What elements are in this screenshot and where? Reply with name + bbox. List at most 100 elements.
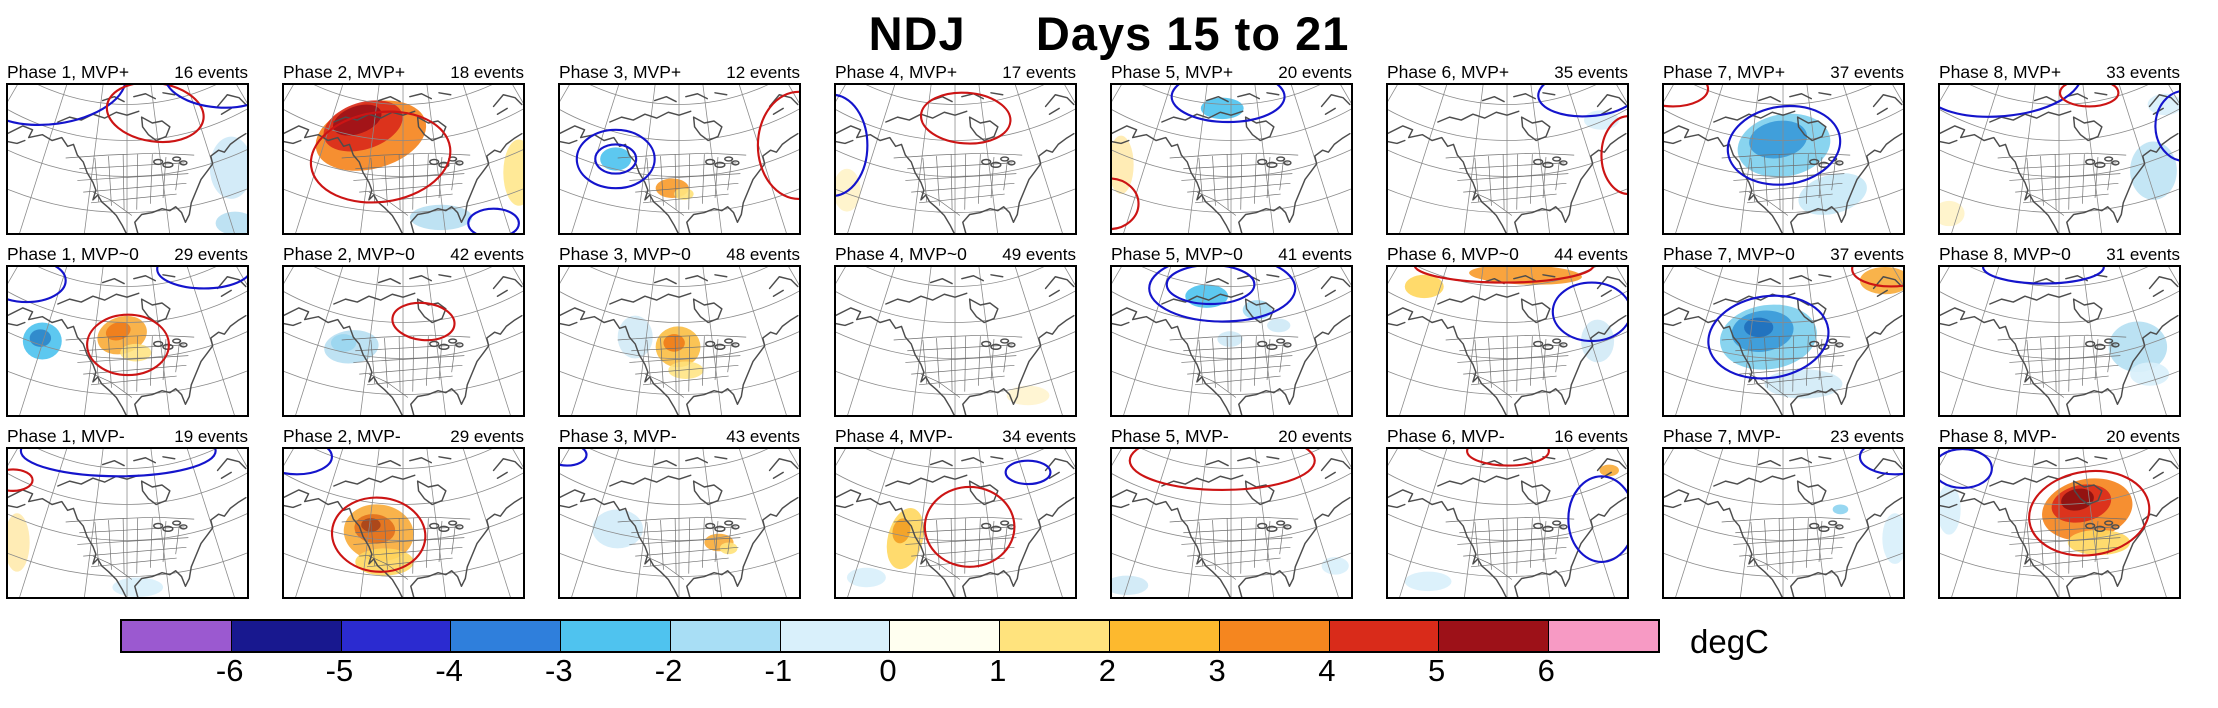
- composite-anomaly-map: [1662, 265, 1905, 417]
- temperature-shading: [1737, 113, 1867, 215]
- temperature-shading: [1583, 110, 1619, 130]
- panel-events-count: 20 events: [2106, 427, 2180, 446]
- colorbar-tick-label: 5: [1427, 653, 1446, 688]
- colorbar-cell: [1438, 621, 1549, 651]
- colorbar-cell: [1218, 621, 1329, 651]
- anomaly-contours: [1112, 85, 1286, 231]
- panel-label: Phase 7, MVP~0: [1663, 244, 1795, 264]
- panel-label: Phase 2, MVP-: [283, 426, 401, 446]
- map-panel: Phase 3, MVP+ 12 events: [558, 62, 801, 235]
- composite-anomaly-map: [6, 447, 249, 599]
- composite-anomaly-map: [834, 447, 1077, 599]
- anomaly-contours: [391, 301, 456, 342]
- anomaly-contours: [1940, 85, 2179, 162]
- colorbar-tick-label: -6: [215, 653, 244, 688]
- panel-label: Phase 8, MVP+: [1939, 62, 2062, 82]
- composite-anomaly-map: [558, 447, 801, 599]
- anomaly-contours: [923, 459, 1052, 568]
- colorbar-tick-label: -2: [654, 653, 683, 688]
- panel-events-count: 43 events: [726, 427, 800, 446]
- anomaly-contours: [1940, 449, 2151, 557]
- map-panel: Phase 8, MVP~0 31 events: [1938, 244, 2181, 417]
- map-panel: Phase 1, MVP- 19 events: [6, 426, 249, 599]
- panel-header: Phase 3, MVP~0 48 events: [558, 244, 801, 265]
- panel-label: Phase 3, MVP~0: [559, 244, 691, 264]
- colorbar-cell: [560, 621, 670, 651]
- panel-header: Phase 5, MVP- 20 events: [1110, 426, 1353, 447]
- composite-anomaly-map: [6, 265, 249, 417]
- panel-events-count: 44 events: [1554, 245, 1628, 264]
- panel-label: Phase 3, MVP-: [559, 426, 677, 446]
- colorbar-tick-label: 0: [879, 653, 897, 688]
- composite-anomaly-map: [1386, 83, 1629, 235]
- panel-events-count: 37 events: [1830, 63, 1904, 82]
- panel-header: Phase 4, MVP- 34 events: [834, 426, 1077, 447]
- panel-events-count: 20 events: [1278, 63, 1352, 82]
- anomaly-contours: [1148, 267, 1297, 323]
- composite-anomaly-map: [1938, 265, 2181, 417]
- panel-header: Phase 2, MVP+ 18 events: [282, 62, 525, 83]
- panel-header: Phase 7, MVP~0 37 events: [1662, 244, 1905, 265]
- composite-anomaly-map: [282, 265, 525, 417]
- panel-header: Phase 6, MVP~0 44 events: [1386, 244, 1629, 265]
- anomaly-contours: [1537, 85, 1627, 196]
- panel-label: Phase 4, MVP~0: [835, 244, 967, 264]
- anomaly-contours: [1858, 449, 1903, 476]
- panel-header: Phase 7, MVP+ 37 events: [1662, 62, 1905, 83]
- panel-label: Phase 4, MVP+: [835, 62, 958, 82]
- panel-events-count: 42 events: [450, 245, 524, 264]
- panel-events-count: 20 events: [1278, 427, 1352, 446]
- temperature-shading: [1112, 97, 1244, 195]
- map-panel: Phase 7, MVP+ 37 events: [1662, 62, 1905, 235]
- temperature-shading: [1112, 557, 1349, 596]
- panel-events-count: 19 events: [174, 427, 248, 446]
- map-panel: Phase 3, MVP- 43 events: [558, 426, 801, 599]
- panel-events-count: 41 events: [1278, 245, 1352, 264]
- map-panel: Phase 7, MVP~0 37 events: [1662, 244, 1905, 417]
- colorbar-cell: [779, 621, 890, 651]
- panel-grid: Phase 1, MVP+ 16 events Phase 2, MVP+ 18…: [0, 62, 2218, 599]
- panel-header: Phase 7, MVP- 23 events: [1662, 426, 1905, 447]
- composite-anomaly-map: [1386, 447, 1629, 599]
- map-panel: Phase 2, MVP~0 42 events: [282, 244, 525, 417]
- panel-header: Phase 1, MVP+ 16 events: [6, 62, 249, 83]
- panel-label: Phase 5, MVP~0: [1111, 244, 1243, 264]
- map-panel: Phase 4, MVP~0 49 events: [834, 244, 1077, 417]
- colorbar-cell: [1328, 621, 1439, 651]
- composite-anomaly-map: [1938, 83, 2181, 235]
- map-panel: Phase 8, MVP- 20 events: [1938, 426, 2181, 599]
- composite-anomaly-map: [1938, 447, 2181, 599]
- temperature-shading: [1006, 385, 1050, 406]
- colorbar-tick-label: 2: [1098, 653, 1117, 688]
- anomaly-contours: [309, 110, 520, 233]
- panel-header: Phase 4, MVP~0 49 events: [834, 244, 1077, 265]
- composite-anomaly-map: [1386, 265, 1629, 417]
- anomaly-contours: [1413, 267, 1627, 343]
- colorbar-cell: [1109, 621, 1219, 651]
- colorbar-tick-label: -3: [545, 653, 573, 688]
- panel-header: Phase 5, MVP~0 41 events: [1110, 244, 1353, 265]
- map-panel: Phase 3, MVP~0 48 events: [558, 244, 801, 417]
- panel-events-count: 33 events: [2106, 63, 2180, 82]
- panel-events-count: 37 events: [1830, 245, 1904, 264]
- colorbar: [120, 619, 1660, 653]
- colorbar-tick-label: -1: [764, 653, 793, 688]
- colorbar-cell: [450, 621, 561, 651]
- anomaly-contours: [1982, 267, 2105, 285]
- composite-anomaly-map: [1110, 83, 1353, 235]
- colorbar-cell: [999, 621, 1110, 651]
- colorbar-ticks: -6 -5 -4 -3 -2 -1 0 1 2 3 4 5 6: [120, 653, 1656, 695]
- panel-label: Phase 8, MVP~0: [1939, 244, 2071, 264]
- map-panel: Phase 4, MVP- 34 events: [834, 426, 1077, 599]
- anomaly-contours: [8, 267, 247, 377]
- map-panel: Phase 6, MVP+ 35 events: [1386, 62, 1629, 235]
- panel-events-count: 12 events: [726, 63, 800, 82]
- temperature-shading: [592, 509, 738, 555]
- anomaly-contours: [8, 449, 217, 492]
- panel-events-count: 35 events: [1554, 63, 1628, 82]
- temperature-shading: [846, 508, 924, 588]
- panel-events-count: 23 events: [1830, 427, 1904, 446]
- anomaly-contours: [1707, 267, 1903, 380]
- panel-header: Phase 8, MVP- 20 events: [1938, 426, 2181, 447]
- panel-label: Phase 2, MVP+: [283, 62, 406, 82]
